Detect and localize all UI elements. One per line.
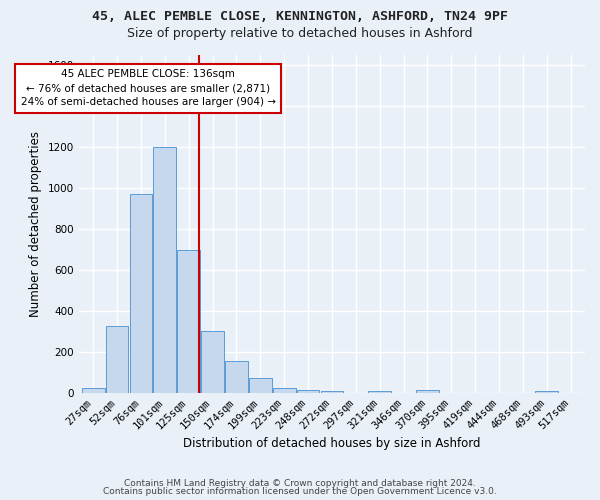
Text: Contains public sector information licensed under the Open Government Licence v3: Contains public sector information licen… [103,487,497,496]
Bar [130,194,152,393]
Text: 45 ALEC PEMBLE CLOSE: 136sqm
← 76% of detached houses are smaller (2,871)
24% of: 45 ALEC PEMBLE CLOSE: 136sqm ← 76% of de… [20,70,275,108]
Bar [320,390,343,393]
Y-axis label: Number of detached properties: Number of detached properties [29,131,42,317]
Bar [106,326,128,393]
Text: Contains HM Land Registry data © Crown copyright and database right 2024.: Contains HM Land Registry data © Crown c… [124,478,476,488]
Text: Size of property relative to detached houses in Ashford: Size of property relative to detached ho… [127,28,473,40]
Bar [225,361,248,393]
Bar [154,147,176,393]
Bar [273,388,296,393]
Bar [178,250,200,393]
Text: 45, ALEC PEMBLE CLOSE, KENNINGTON, ASHFORD, TN24 9PF: 45, ALEC PEMBLE CLOSE, KENNINGTON, ASHFO… [92,10,508,23]
Bar [297,390,319,393]
Bar [535,391,558,393]
Bar [416,390,439,393]
X-axis label: Distribution of detached houses by size in Ashford: Distribution of detached houses by size … [183,437,481,450]
Bar [368,391,391,393]
Bar [82,388,104,393]
Bar [249,378,272,393]
Bar [201,330,224,393]
